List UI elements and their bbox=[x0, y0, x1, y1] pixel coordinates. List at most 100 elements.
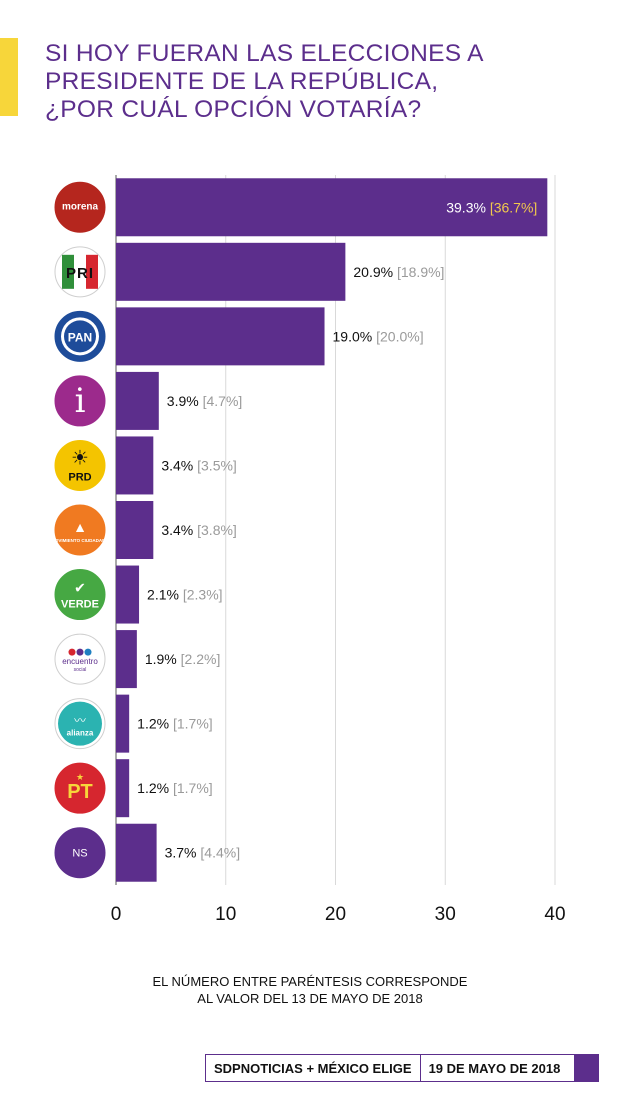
value-label-previous: [2.2%] bbox=[181, 651, 221, 667]
bar bbox=[116, 630, 137, 689]
pri-stripe bbox=[62, 254, 74, 289]
chart-title: SI HOY FUERAN LAS ELECCIONES A PRESIDENT… bbox=[45, 40, 605, 124]
value-label-previous: [4.4%] bbox=[200, 845, 240, 861]
people-dot bbox=[84, 648, 92, 656]
x-tick-label: 0 bbox=[111, 904, 122, 925]
independiente-logo: i bbox=[54, 375, 106, 427]
value-label-previous: [3.8%] bbox=[197, 522, 237, 538]
value-label-current: 3.4% bbox=[161, 522, 197, 538]
value-label-previous: [3.5%] bbox=[197, 457, 237, 473]
logo-text: morena bbox=[62, 201, 99, 212]
value-label-current: 1.2% bbox=[137, 780, 173, 796]
value-label-current: 39.3% bbox=[446, 199, 490, 215]
value-label-previous: [4.7%] bbox=[203, 393, 243, 409]
sun-icon: ☀ bbox=[71, 447, 89, 469]
value-label-previous: [36.7%] bbox=[490, 199, 537, 215]
eagle-icon: ▲ bbox=[73, 519, 87, 535]
value-label: 20.9% [18.9%] bbox=[353, 264, 444, 280]
x-tick-label: 10 bbox=[215, 904, 236, 925]
bar bbox=[116, 501, 154, 559]
logo-circle bbox=[54, 827, 106, 879]
logo-circle bbox=[54, 375, 106, 427]
verde-logo: ✔ VERDE bbox=[54, 569, 106, 621]
value-label-current: 1.9% bbox=[145, 651, 181, 667]
value-label-current: 20.9% bbox=[353, 264, 397, 280]
value-label-current: 2.1% bbox=[147, 587, 183, 603]
logo-text: PRI bbox=[66, 265, 94, 282]
value-label: 1.2% [1.7%] bbox=[137, 780, 213, 796]
footer-source: SDPNOTICIAS + MÉXICO ELIGE bbox=[206, 1055, 421, 1081]
value-label-previous: [20.0%] bbox=[376, 328, 423, 344]
logo-text: alianza bbox=[67, 729, 94, 738]
footer-date: 19 DE MAYO DE 2018 bbox=[428, 1060, 561, 1076]
x-tick-label: 40 bbox=[544, 904, 565, 925]
star-icon: ★ bbox=[76, 772, 84, 782]
logo-text: MOVIMIENTO CIUDADANO bbox=[51, 538, 109, 543]
pan-logo: PAN bbox=[54, 310, 106, 362]
footer-square bbox=[574, 1055, 599, 1081]
pt-logo: ★PT bbox=[54, 762, 106, 814]
wave-icon: 〰 bbox=[74, 714, 86, 728]
value-label: 1.9% [2.2%] bbox=[145, 651, 221, 667]
logo-circle bbox=[54, 633, 106, 685]
value-label: 3.7% [4.4%] bbox=[165, 845, 241, 861]
bar bbox=[116, 436, 154, 495]
footnote: EL NÚMERO ENTRE PARÉNTESIS CORRESPONDE A… bbox=[0, 973, 620, 1007]
logo-text: NS bbox=[72, 848, 87, 860]
x-tick-label: 30 bbox=[435, 904, 456, 925]
title-line: SI HOY FUERAN LAS ELECCIONES A bbox=[45, 40, 484, 67]
accent-bar bbox=[0, 38, 18, 116]
logo-text: encuentro bbox=[62, 657, 98, 666]
logo-text: i bbox=[75, 381, 86, 421]
logo-text: PAN bbox=[68, 330, 92, 344]
value-label: 19.0% [20.0%] bbox=[333, 328, 424, 344]
value-label: 3.4% [3.5%] bbox=[161, 457, 237, 473]
value-label-current: 3.4% bbox=[161, 457, 197, 473]
bar-chart: 39.3% [36.7%] morena 20.9% [18.9%] PRI 19.0%… bbox=[51, 175, 566, 925]
value-label-previous: [1.7%] bbox=[173, 716, 213, 732]
pri-logo: PRI bbox=[54, 246, 106, 298]
bar bbox=[116, 823, 157, 882]
logo-circle bbox=[54, 439, 106, 491]
bar bbox=[116, 759, 130, 818]
prd-logo: ☀ PRD bbox=[54, 439, 106, 491]
value-label-current: 3.9% bbox=[167, 393, 203, 409]
bar bbox=[116, 307, 325, 366]
bar bbox=[116, 694, 130, 753]
ns-logo: NS bbox=[54, 827, 106, 879]
pri-stripe bbox=[86, 254, 98, 289]
value-label: 2.1% [2.3%] bbox=[147, 587, 223, 603]
bar bbox=[116, 565, 140, 624]
logo-circle bbox=[54, 762, 106, 814]
value-label: 1.2% [1.7%] bbox=[137, 716, 213, 732]
movimiento-ciudadano-logo: ▲ MOVIMIENTO CIUDADANO bbox=[51, 504, 109, 556]
people-dot bbox=[68, 648, 76, 656]
bar bbox=[116, 371, 159, 430]
logo-text: PRD bbox=[68, 471, 91, 483]
footnote-line: AL VALOR DEL 13 DE MAYO DE 2018 bbox=[197, 991, 423, 1006]
value-label-current: 3.7% bbox=[165, 845, 201, 861]
value-label-previous: [2.3%] bbox=[183, 587, 223, 603]
logo-circle bbox=[54, 181, 106, 233]
value-label: 3.4% [3.8%] bbox=[161, 522, 237, 538]
value-label-current: 1.2% bbox=[137, 716, 173, 732]
logo-text: VERDE bbox=[61, 599, 99, 611]
nueva-alianza-logo: 〰alianza bbox=[54, 698, 106, 750]
logo-circle bbox=[54, 504, 106, 556]
toucan-icon: ✔ bbox=[74, 580, 86, 596]
value-label: 3.9% [4.7%] bbox=[167, 393, 243, 409]
logo-text: PT bbox=[67, 781, 93, 803]
title-line: PRESIDENTE DE LA REPÚBLICA, bbox=[45, 68, 439, 95]
footer-credit: SDPNOTICIAS + MÉXICO ELIGE 19 DE MAYO DE… bbox=[205, 1054, 600, 1082]
pan-inner bbox=[64, 320, 96, 353]
logo-circle bbox=[54, 569, 106, 621]
alianza-inner bbox=[58, 701, 102, 746]
title-line: ¿POR CUÁL OPCIÓN VOTARÍA? bbox=[45, 96, 422, 123]
logo-text: social bbox=[74, 667, 87, 673]
morena-logo: morena bbox=[54, 181, 106, 233]
value-label-current: 19.0% bbox=[333, 328, 377, 344]
value-label-previous: [18.9%] bbox=[397, 264, 444, 280]
bar bbox=[116, 242, 346, 301]
value-label: 39.3% [36.7%] bbox=[446, 199, 537, 215]
